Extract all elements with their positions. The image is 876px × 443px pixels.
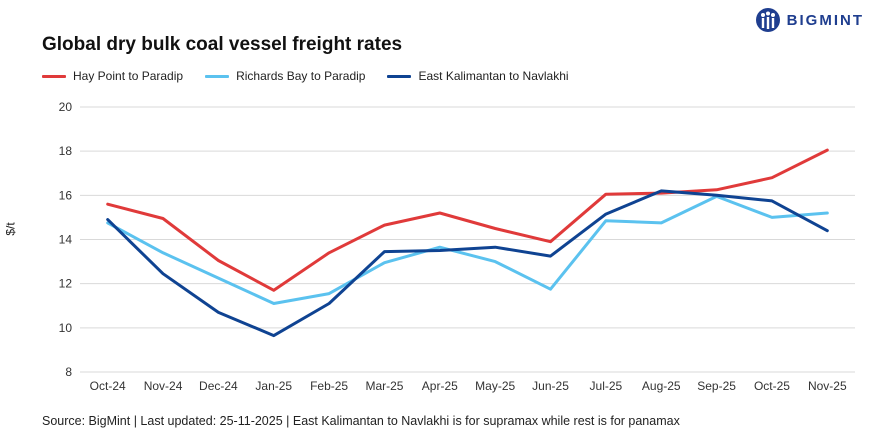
legend-item: Richards Bay to Paradip (205, 69, 365, 83)
y-tick-label: 14 (59, 233, 73, 247)
legend-item: Hay Point to Paradip (42, 69, 183, 83)
x-tick-label: Nov-25 (808, 379, 847, 393)
x-tick-label: Aug-25 (642, 379, 681, 393)
legend-item: East Kalimantan to Navlakhi (387, 69, 569, 83)
x-tick-label: Oct-25 (754, 379, 790, 393)
y-tick-label: 8 (65, 365, 72, 379)
x-tick-label: Jan-25 (255, 379, 292, 393)
y-tick-label: 12 (59, 277, 73, 291)
x-tick-label: Apr-25 (422, 379, 458, 393)
y-tick-label: 20 (59, 100, 73, 114)
series-line-richards-bay-to-paradip (106, 194, 829, 305)
x-tick-label: Jul-25 (590, 379, 623, 393)
y-tick-label: 16 (59, 188, 73, 202)
x-tick-label: May-25 (475, 379, 515, 393)
legend-label: Richards Bay to Paradip (236, 69, 366, 83)
logo-text: BIGMINT (786, 11, 864, 29)
source-footnote: Source: BigMint | Last updated: 25-11-20… (42, 414, 680, 428)
x-tick-label: Mar-25 (365, 379, 403, 393)
x-tick-label: Jun-25 (532, 379, 569, 393)
x-tick-label: Feb-25 (310, 379, 348, 393)
y-tick-label: 10 (59, 321, 73, 335)
x-tick-label: Nov-24 (144, 379, 183, 393)
chart-legend: Hay Point to Paradip Richards Bay to Para… (42, 69, 591, 83)
series-line-hay-point-to-paradip (106, 148, 829, 292)
legend-swatch (42, 74, 66, 78)
x-tick-label: Sep-25 (697, 379, 736, 393)
x-tick-label: Oct-24 (90, 379, 126, 393)
legend-swatch (387, 74, 412, 78)
x-tick-label: Dec-24 (199, 379, 238, 393)
legend-swatch (205, 74, 230, 78)
y-tick-label: 18 (59, 144, 73, 158)
chart-title: Global dry bulk coal vessel freight rate… (42, 34, 403, 55)
legend-label: East Kalimantan to Navlakhi (418, 69, 569, 83)
legend-label: Hay Point to Paradip (73, 69, 184, 83)
bigmint-logo: BIGMINT (755, 7, 864, 33)
bigmint-logo-icon (755, 8, 780, 32)
series-line-east-kalimantan-to-navlakhi (106, 189, 829, 338)
